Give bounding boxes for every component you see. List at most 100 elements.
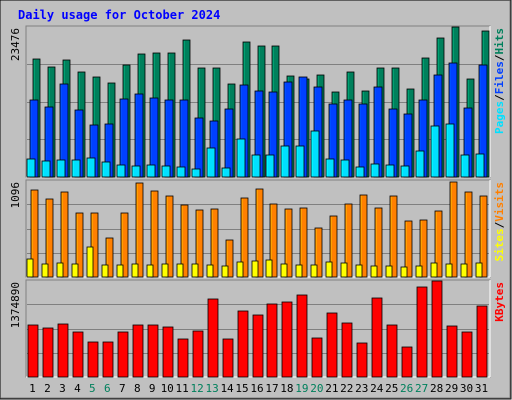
legend-entry: Sites	[493, 228, 506, 261]
bar-sites-day-28	[430, 262, 438, 278]
bar-pages-day-27	[415, 150, 425, 178]
bar-kbytes-day-16	[252, 314, 264, 378]
bar-kbytes-day-8	[132, 324, 144, 378]
bar-visits-day-11	[180, 204, 189, 278]
x-label-day-9: 9	[149, 382, 156, 395]
legend-entry: Hits	[493, 28, 506, 55]
x-axis-day-labels: 1 2 3 4 5 6 7 8 9 10 11 12 13 14 15 16 17 18 19 20 21 22 23 24 2…	[29, 382, 488, 395]
bar-pages-day-18	[280, 145, 290, 178]
x-label-day-28: 28	[430, 382, 443, 395]
bar-kbytes-day-17	[266, 303, 278, 378]
bar-kbytes-day-1	[27, 324, 39, 378]
bar-visits-day-17	[269, 203, 278, 278]
bar-pages-day-23	[355, 166, 365, 178]
x-label-day-12: 12	[191, 382, 204, 395]
bar-visits-day-16	[255, 188, 264, 278]
bar-visits-day-21	[329, 215, 338, 278]
bar-visits-day-6	[105, 237, 114, 278]
bar-kbytes-day-7	[117, 331, 129, 378]
x-label-day-26: 26	[400, 382, 413, 395]
x-label-day-19: 19	[295, 382, 308, 395]
bar-kbytes-day-6	[102, 341, 114, 378]
bar-visits-day-23	[359, 194, 368, 278]
bar-visits-day-1	[30, 189, 39, 278]
bar-visits-day-20	[314, 227, 323, 278]
bar-sites-day-29	[445, 263, 453, 278]
bar-sites-day-30	[460, 263, 468, 278]
x-label-day-21: 21	[325, 382, 338, 395]
bar-kbytes-day-31	[476, 305, 488, 378]
bar-visits-day-12	[195, 209, 204, 278]
bar-kbytes-day-10	[162, 326, 174, 378]
bar-sites-day-13	[206, 264, 214, 278]
bar-pages-day-14	[221, 167, 231, 178]
bar-visits-day-31	[479, 195, 488, 278]
bar-pages-day-28	[430, 125, 440, 178]
bar-pages-day-3	[56, 159, 66, 178]
bar-kbytes-day-11	[177, 338, 189, 378]
bar-sites-day-7	[116, 264, 124, 278]
x-label-day-16: 16	[250, 382, 263, 395]
bar-pages-day-6	[101, 161, 111, 178]
bar-pages-day-4	[71, 159, 81, 178]
x-label-day-23: 23	[355, 382, 368, 395]
legend-visits-sites: Sites/Visits	[493, 182, 506, 262]
bar-kbytes-day-20	[311, 337, 323, 378]
chart-panels: 23476Pages/Files/Hits1096Sites/Visits137…	[9, 25, 506, 378]
bar-sites-day-1	[26, 258, 34, 278]
bar-sites-day-26	[400, 266, 408, 278]
panel-visits-sites: 1096 Sites/Visits	[9, 179, 506, 278]
bar-visits-day-5	[90, 212, 99, 278]
bar-pages-day-9	[146, 164, 156, 178]
bar-sites-day-14	[221, 265, 229, 278]
bar-sites-day-31	[475, 262, 483, 278]
bar-pages-day-25	[385, 164, 395, 178]
x-label-day-10: 10	[161, 382, 174, 395]
bar-pages-day-8	[131, 165, 141, 178]
bar-sites-day-15	[236, 261, 244, 278]
bar-sites-day-18	[280, 263, 288, 278]
x-label-day-14: 14	[220, 382, 234, 395]
panel-kbytes: 1374890 KBytes	[9, 279, 506, 378]
x-label-day-22: 22	[340, 382, 353, 395]
x-label-day-27: 27	[415, 382, 428, 395]
x-label-day-8: 8	[134, 382, 141, 395]
bar-pages-day-2	[41, 160, 51, 178]
bar-sites-day-24	[370, 265, 378, 278]
bar-visits-day-27	[419, 219, 428, 278]
bar-pages-day-20	[310, 130, 320, 178]
bar-pages-day-10	[161, 165, 171, 178]
legend-entry: KBytes	[493, 282, 506, 322]
bar-pages-day-11	[176, 166, 186, 178]
bar-sites-day-23	[355, 264, 363, 278]
bar-visits-day-29	[449, 181, 458, 278]
bar-kbytes-day-5	[87, 341, 99, 378]
bar-sites-day-4	[71, 263, 79, 278]
legend-entry: Files	[493, 61, 506, 94]
bar-kbytes-day-12	[192, 330, 204, 378]
x-label-day-30: 30	[460, 382, 473, 395]
bar-kbytes-day-3	[57, 323, 69, 378]
bar-pages-day-13	[206, 147, 216, 178]
x-label-day-29: 29	[445, 382, 458, 395]
bar-sites-day-21	[325, 261, 333, 278]
bar-sites-day-6	[101, 264, 109, 278]
bar-visits-day-28	[434, 210, 443, 278]
bar-sites-day-22	[340, 262, 348, 278]
bar-sites-day-9	[146, 264, 154, 278]
legend-entry: Pages	[493, 101, 506, 134]
x-label-day-20: 20	[310, 382, 323, 395]
bar-visits-day-14	[225, 239, 234, 278]
bar-visits-day-10	[165, 195, 174, 278]
legend-hits-files-pages: Pages/Files/Hits	[493, 28, 506, 134]
legend-entry: Visits	[493, 182, 506, 222]
bar-kbytes-day-25	[386, 324, 398, 378]
bar-sites-day-8	[131, 263, 139, 278]
bar-sites-day-12	[191, 263, 199, 278]
bar-kbytes-day-23	[356, 342, 368, 378]
bar-kbytes-day-13	[207, 298, 219, 378]
bar-visits-day-4	[75, 212, 84, 278]
bar-visits-day-26	[404, 220, 413, 278]
bar-kbytes-day-19	[296, 294, 308, 378]
